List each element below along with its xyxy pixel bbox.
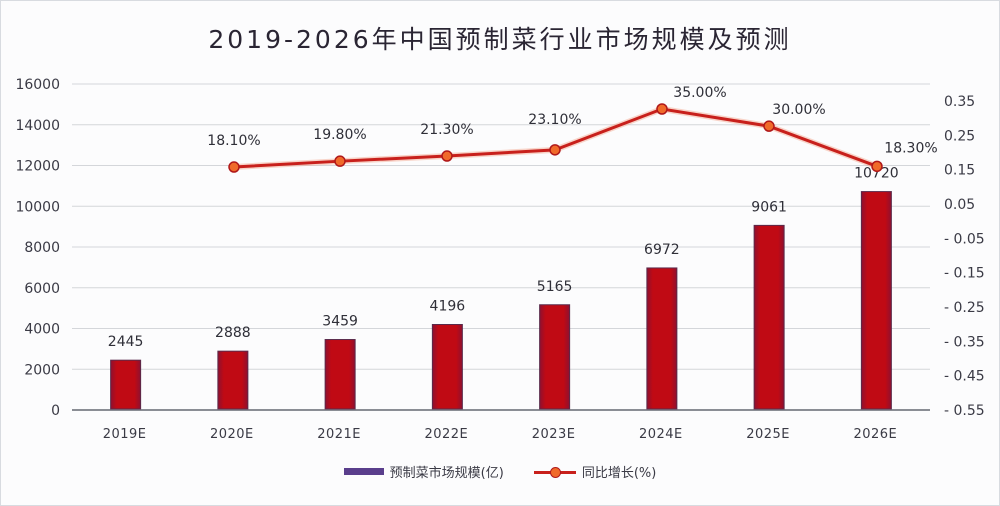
bar-swatch-icon [343,468,384,475]
bar-2024E[interactable] [646,267,678,410]
chart-legend: 预制菜市场规模(亿) 同比增长(%) [0,462,1000,481]
right-axis-tick-label: - 0.15 [944,266,985,282]
growth-value-label: 23.10% [528,112,581,128]
bar-value-label: 9061 [751,199,787,215]
growth-value-label: 18.30% [884,140,937,156]
growth-value-label: 18.10% [207,133,260,149]
right-axis-tick-label: - 0.45 [944,369,985,385]
bar-2023E[interactable] [539,304,571,410]
x-axis-category-label: 2026E [853,427,897,442]
left-axis-tick-label: 0 [51,403,60,419]
growth-marker[interactable] [656,103,668,115]
left-axis-tick-label: 14000 [15,118,60,134]
growth-value-label: 30.00% [772,102,825,118]
growth-marker[interactable] [441,150,453,162]
x-axis-category-label: 2023E [532,427,576,442]
bar-2025E[interactable] [753,224,785,410]
left-axis-tick-label: 4000 [24,322,60,338]
right-axis-tick-label: - 0.55 [944,403,985,419]
right-axis-tick-label: 0.35 [944,94,975,110]
growth-value-label: 21.30% [420,122,473,138]
growth-marker[interactable] [228,161,240,173]
bar-2020E[interactable] [217,350,249,410]
right-axis-tick-label: 0.25 [944,128,975,144]
x-axis-category-label: 2021E [317,427,361,442]
bar-value-label: 2445 [108,334,144,350]
left-axis-tick-label: 8000 [24,240,60,256]
growth-marker[interactable] [334,155,346,167]
right-axis-tick-label: - 0.25 [944,300,985,316]
left-axis-tick-label: 6000 [24,281,60,297]
left-axis-tick-label: 10000 [15,199,60,215]
growth-marker[interactable] [871,160,883,173]
growth-value-label: 35.00% [673,85,726,101]
right-axis-tick-label: - 0.05 [944,231,985,247]
bar-2019E[interactable] [110,359,142,410]
x-axis-category-label: 2025E [746,427,790,442]
left-axis-tick-label: 16000 [15,77,60,93]
left-axis-tick-label: 12000 [15,159,60,175]
growth-marker[interactable] [763,120,775,132]
bar-value-label: 2888 [215,325,251,341]
x-axis-category-label: 2019E [103,427,147,442]
bar-2026E[interactable] [860,191,892,410]
x-axis-category-label: 2024E [639,427,683,442]
chart-title: 2019-2026年中国预制菜行业市场规模及预测 [208,25,792,54]
x-axis-category-label: 2022E [424,427,468,442]
line-marker-swatch-icon [533,466,576,478]
bar-2022E[interactable] [431,324,463,410]
growth-marker[interactable] [549,144,561,156]
x-axis-category-label: 2020E [210,427,254,442]
legend-item-growth[interactable]: 同比增长(%) [533,462,657,481]
bar-value-label: 6972 [644,242,680,258]
bar-value-label: 5165 [537,279,573,295]
bar-2021E[interactable] [324,339,356,410]
bar-value-label: 10720 [854,166,899,182]
bar-value-label: 3459 [322,314,358,330]
right-axis-tick-label: - 0.35 [944,334,985,350]
right-axis-tick-label: 0.05 [944,197,975,213]
growth-value-label: 19.80% [313,127,366,143]
legend-item-market-size[interactable]: 预制菜市场规模(亿) [343,462,504,481]
legend-label-market-size: 预制菜市场规模(亿) [389,466,504,481]
bar-value-label: 4196 [430,299,466,315]
left-axis-tick-label: 2000 [24,362,60,378]
right-axis-tick-label: 0.15 [944,163,975,179]
legend-label-growth: 同比增长(%) [581,466,657,481]
